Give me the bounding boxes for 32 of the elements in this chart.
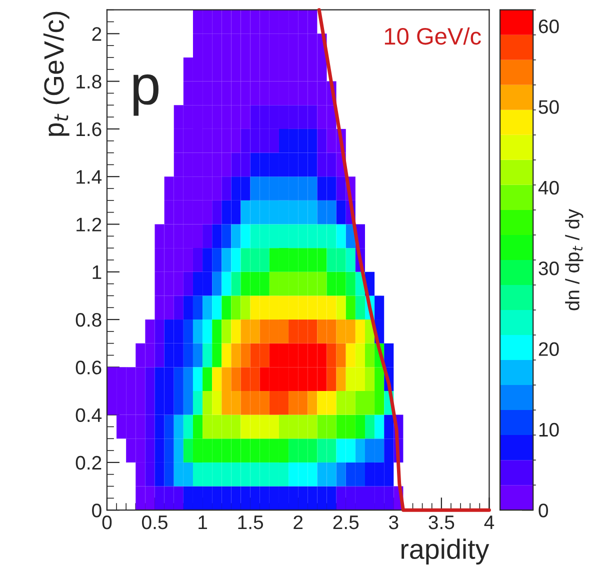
y-tick-label: 1.6 (76, 122, 102, 136)
x-tick-label: 4 (484, 516, 494, 530)
y-axis-title: p$_{t}$ (GeV/c) (43, 12, 70, 136)
annotation: p (133, 74, 158, 116)
color-bar-title: dn / dp$_{t}$ / dy (565, 208, 584, 310)
y-tick-label: 0 (92, 504, 102, 518)
y-tick-label: 1.4 (76, 170, 102, 184)
color-bar-label: 10 (539, 422, 559, 437)
color-bar-label: 60 (538, 19, 559, 34)
y-tick-label: 0.2 (76, 456, 102, 470)
color-bar-label: 50 (538, 100, 559, 114)
y-tick-label: 2 (92, 27, 102, 41)
x-tick-label: 3.5 (428, 515, 454, 530)
y-tick-label: 1.8 (76, 74, 102, 89)
y-tick-label: 0.4 (76, 408, 102, 422)
x-tick-label: 2.5 (333, 515, 359, 530)
y-tick-label: 0.6 (76, 360, 102, 374)
x-tick-label: 3 (388, 515, 398, 530)
color-bar-label: 0 (538, 504, 548, 518)
color-bar-label: 20 (538, 342, 559, 356)
color-bar-label: 40 (538, 180, 559, 195)
color-bar-label: 30 (538, 262, 559, 276)
x-tick-label: 1 (198, 516, 207, 530)
text: 10 GeV/c (384, 27, 481, 45)
x-tick-label: 0 (102, 515, 112, 530)
y-tick-label: 0.8 (76, 312, 102, 327)
x-axis-title: rapidity (402, 538, 490, 565)
x-tick-label: 0.5 (142, 515, 168, 530)
x-tick-label: 1.5 (238, 516, 264, 530)
y-tick-label: 1.2 (76, 218, 102, 232)
x-tick-label: 2 (294, 515, 303, 530)
y-tick-label: 1 (92, 266, 102, 279)
